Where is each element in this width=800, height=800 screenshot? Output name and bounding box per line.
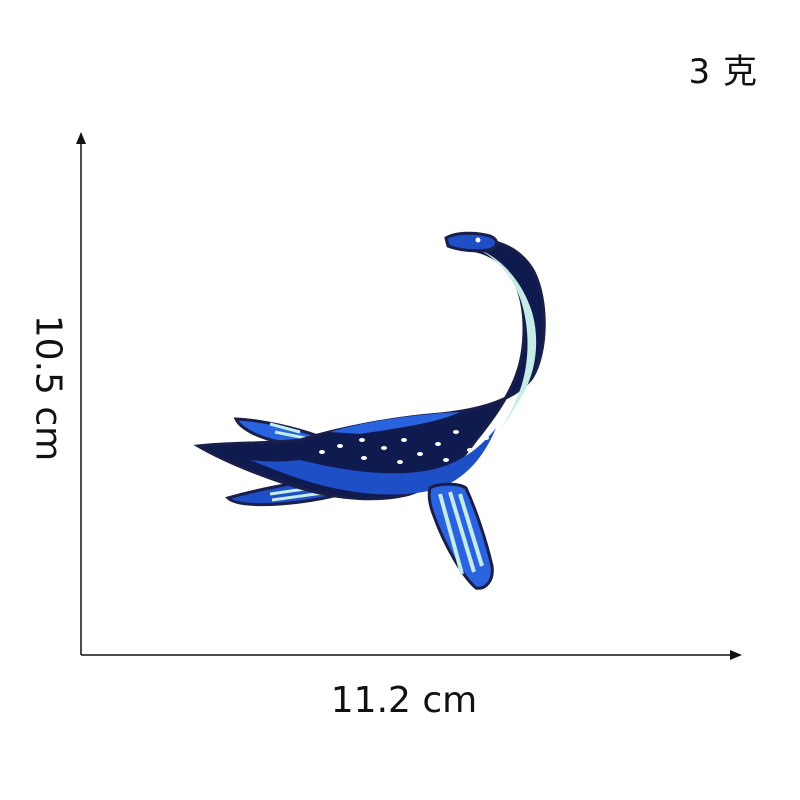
body-spots [319, 422, 501, 464]
weight-label: 3 克 [688, 52, 758, 92]
neck-pale-stripe [480, 250, 537, 452]
plesiosaur-head [444, 231, 498, 253]
front-flipper-stripes [438, 491, 484, 575]
width-label: 11.2 cm [330, 680, 478, 721]
plesiosaur-eye [475, 237, 481, 243]
back-blue-ridge [330, 412, 460, 434]
rear-top-flipper-stripes [269, 422, 306, 440]
body-blue-band [250, 428, 496, 495]
vertical-axis-arrowhead [76, 132, 86, 144]
plesiosaur-body [193, 236, 546, 501]
horizontal-axis-arrowhead [730, 650, 742, 660]
